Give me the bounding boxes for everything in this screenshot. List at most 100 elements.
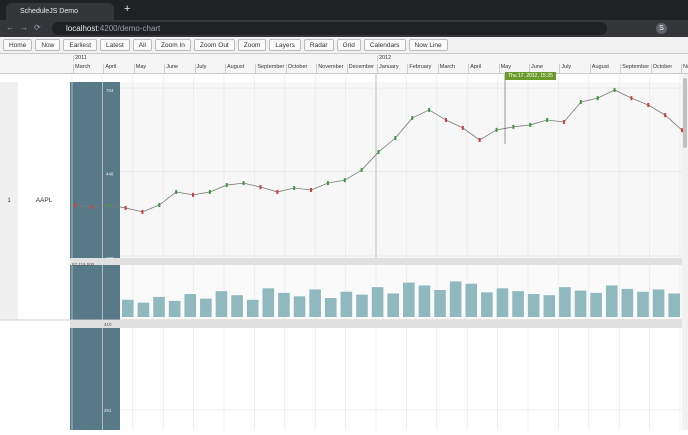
- toolbar-button[interactable]: Zoom Out: [193, 39, 235, 51]
- month-label: May: [498, 64, 511, 73]
- toolbar-button[interactable]: Radar: [303, 39, 334, 51]
- volume-pane: [120, 265, 682, 320]
- toolbar-button[interactable]: All: [132, 39, 152, 51]
- candle: [596, 96, 599, 101]
- volume-bar: [293, 296, 306, 317]
- toolbar-button[interactable]: Zoom In: [155, 39, 191, 51]
- row-label: AAPL: [36, 197, 53, 204]
- volume-bar: [496, 288, 509, 317]
- toolbar-button[interactable]: Home: [3, 39, 33, 51]
- toolbar-button[interactable]: Zoom: [237, 39, 267, 51]
- month-label: Nove: [681, 64, 688, 73]
- candle: [428, 107, 431, 112]
- toolbar-button[interactable]: Calendars: [363, 39, 406, 51]
- scrollbar: [682, 74, 688, 430]
- volume-bar: [215, 291, 228, 317]
- candle: [225, 183, 228, 188]
- volume-bar: [637, 291, 649, 317]
- new-tab[interactable]: +: [124, 3, 131, 15]
- candle: [411, 116, 414, 121]
- candle: [293, 186, 296, 191]
- year-label: 2011: [73, 55, 87, 61]
- tab-bar: ScheduleJS Demo +: [0, 0, 688, 20]
- url-path: :4200/demo-chart: [97, 24, 161, 33]
- toolbar-button[interactable]: Latest: [100, 39, 130, 51]
- volume-bar: [668, 293, 680, 317]
- candle: [394, 136, 397, 141]
- volume-bar: [184, 294, 197, 317]
- candle: [681, 128, 683, 133]
- candle: [579, 100, 582, 105]
- volume-bar: [590, 292, 602, 317]
- volume-bar: [137, 302, 150, 317]
- candle: [276, 189, 279, 194]
- y-tick-label: 190: [106, 256, 114, 261]
- candle: [360, 168, 363, 173]
- toolbar-button[interactable]: Grid: [336, 39, 361, 51]
- row-index: 1: [7, 198, 11, 204]
- volume-bar: [652, 289, 665, 317]
- candle: [74, 203, 76, 208]
- candle: [107, 203, 110, 208]
- y-tick-label: 704: [106, 88, 114, 93]
- pane-divider: [70, 320, 682, 328]
- volume-bar: [434, 290, 446, 317]
- month-label: January: [377, 64, 399, 73]
- volume-bar: [574, 290, 587, 317]
- candle: [377, 150, 380, 155]
- grid-area: 1 AAPL 190 448 704 87,119,500 410 251: [0, 74, 688, 430]
- toolbar-button[interactable]: Now Line: [408, 39, 448, 51]
- y-tick-label: 251: [104, 408, 112, 413]
- url-host: localhost: [66, 24, 98, 33]
- volume-tick-label: 87,119,500: [72, 262, 95, 267]
- volume-bar: [324, 298, 337, 317]
- volume-bar: [481, 292, 493, 317]
- candle: [478, 137, 481, 142]
- volume-bar: [605, 285, 618, 317]
- candle: [175, 189, 178, 194]
- month-label: September: [255, 64, 284, 73]
- toolbar-button[interactable]: Now: [35, 39, 61, 51]
- candle: [512, 124, 515, 129]
- volume-bar: [340, 291, 353, 317]
- volume-bar: [262, 288, 275, 317]
- row-index-cell: [0, 82, 18, 320]
- month-label: September: [620, 64, 649, 73]
- candle: [630, 96, 633, 101]
- month-label: December: [346, 64, 374, 73]
- timeline-header: March April May June July August September Octo…: [0, 54, 688, 80]
- candle: [259, 185, 262, 190]
- month-label: October: [650, 64, 672, 73]
- price-pane: [120, 82, 682, 258]
- candle: [613, 87, 616, 92]
- volume-bar: [278, 292, 290, 317]
- toolbar-button[interactable]: Layers: [269, 39, 301, 51]
- toolbar-button[interactable]: Earliest: [63, 39, 98, 51]
- scroll-thumb: [683, 78, 687, 148]
- volume-bar: [309, 289, 321, 317]
- volume-bar: [153, 296, 165, 317]
- month-label: July: [194, 64, 206, 73]
- candle: [546, 118, 549, 123]
- volume-bar: [512, 291, 524, 317]
- candle: [461, 125, 464, 130]
- tab[interactable]: ScheduleJS Demo: [6, 3, 114, 20]
- candle: [495, 127, 498, 132]
- volume-bar: [449, 281, 462, 317]
- month-label: June: [529, 64, 543, 73]
- volume-bar: [543, 295, 556, 317]
- month-label: April: [468, 64, 481, 73]
- volume-bar: [168, 300, 181, 317]
- y-tick-label: 410: [104, 322, 112, 327]
- month-label: August: [225, 64, 244, 73]
- volume-bar: [559, 287, 571, 317]
- address-bar: ←→⟳ localhost:4200/demo-chart S: [0, 20, 688, 37]
- candle: [343, 178, 346, 183]
- url-field[interactable]: localhost:4200/demo-chart: [52, 22, 607, 35]
- volume-bar: [387, 293, 399, 317]
- nav-buttons[interactable]: ←→⟳: [6, 23, 47, 32]
- volume-bar: [465, 283, 478, 317]
- profile[interactable]: S: [656, 23, 667, 34]
- candle: [242, 181, 245, 186]
